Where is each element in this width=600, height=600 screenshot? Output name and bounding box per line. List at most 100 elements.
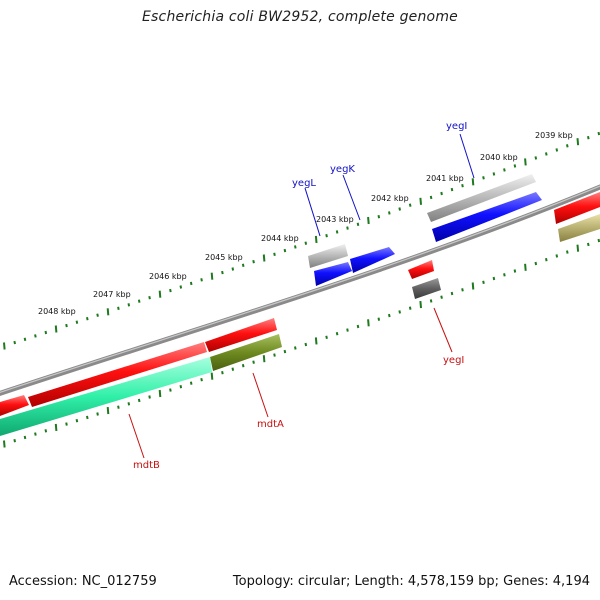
minor-tick: [252, 260, 255, 264]
feature-mdtB-red: [28, 342, 207, 407]
minor-tick: [294, 346, 297, 350]
minor-tick: [241, 364, 245, 368]
minor-tick: [96, 313, 99, 317]
minor-tick: [335, 332, 339, 336]
scale-label-2044: 2044 kbp: [261, 234, 299, 243]
minor-tick: [566, 250, 569, 254]
minor-tick: [534, 261, 538, 266]
minor-tick: [450, 291, 454, 296]
minor-tick: [377, 317, 381, 321]
minor-tick: [587, 136, 590, 140]
major-tick: [367, 319, 370, 327]
minor-tick: [398, 207, 401, 211]
minor-tick: [346, 226, 349, 230]
minor-tick: [75, 419, 79, 423]
major-tick: [210, 372, 214, 380]
minor-tick: [440, 191, 443, 196]
minor-tick: [325, 234, 328, 238]
minor-tick: [377, 215, 381, 219]
minor-tick: [169, 388, 172, 392]
scale-label-2045: 2045 kbp: [205, 253, 243, 262]
minor-tick: [440, 295, 443, 299]
minor-tick: [13, 439, 16, 443]
callout-yegI-bottom: [433, 307, 453, 353]
minor-tick: [179, 385, 183, 389]
feature-right-khaki: [558, 214, 600, 242]
major-tick: [158, 389, 162, 398]
major-tick: [471, 178, 475, 186]
genome-backbone: [0, 184, 600, 396]
major-tick: [3, 342, 6, 350]
minor-tick: [148, 395, 151, 399]
major-tick: [576, 244, 580, 252]
major-tick: [262, 355, 266, 363]
callout-mdtB: [128, 413, 145, 459]
gene-label-mdtA: mdtA: [257, 419, 284, 430]
accession-label: Accession: NC_012759: [9, 574, 157, 589]
minor-tick: [189, 281, 193, 286]
minor-tick: [346, 328, 349, 332]
minor-tick: [461, 184, 464, 188]
minor-tick: [127, 402, 131, 406]
major-tick: [210, 272, 214, 280]
feature-yegL-blue: [314, 262, 352, 286]
minor-tick: [252, 360, 255, 364]
minor-tick: [555, 148, 559, 152]
minor-tick: [117, 405, 120, 409]
minor-tick: [294, 245, 297, 249]
callout-yegI-top: [459, 133, 475, 179]
minor-tick: [597, 238, 600, 243]
minor-tick: [461, 288, 464, 292]
minor-tick: [200, 278, 203, 282]
feature-yegL-grey: [308, 244, 348, 268]
minor-tick: [503, 273, 506, 277]
minor-tick: [283, 248, 287, 253]
minor-tick: [273, 252, 276, 256]
major-tick: [576, 138, 580, 146]
minor-tick: [503, 168, 506, 172]
minor-tick: [545, 258, 548, 262]
callout-yegK: [342, 174, 361, 221]
major-tick: [54, 325, 58, 333]
minor-tick: [86, 415, 89, 420]
minor-tick: [117, 306, 120, 310]
genome-summary: Topology: circular; Length: 4,578,159 bp…: [232, 574, 590, 589]
minor-tick: [304, 241, 308, 245]
minor-tick: [169, 288, 172, 293]
minor-tick: [429, 195, 433, 200]
minor-tick: [34, 334, 37, 338]
major-tick: [524, 263, 527, 271]
minor-tick: [492, 172, 496, 176]
minor-tick: [221, 371, 224, 375]
genome-title: Escherichia coli BW2952, complete genome: [142, 9, 458, 25]
gene-label-yegK: yegK: [330, 164, 355, 175]
inner-tick-track: [3, 238, 600, 448]
genome-backbone-highlight: [0, 185, 600, 393]
major-tick: [471, 282, 475, 290]
minor-tick: [482, 176, 485, 180]
minor-tick: [335, 230, 339, 234]
minor-tick: [13, 340, 16, 345]
scale-label-2043: 2043 kbp: [316, 215, 354, 224]
minor-tick: [96, 412, 99, 416]
minor-tick: [587, 242, 590, 247]
minor-tick: [34, 432, 37, 436]
minor-tick: [325, 335, 328, 339]
minor-tick: [221, 270, 224, 275]
feature-mdtA-olive: [210, 334, 282, 371]
minor-tick: [231, 367, 235, 371]
minor-tick: [429, 299, 433, 303]
major-tick: [524, 158, 527, 166]
reverse-features: [0, 260, 441, 436]
minor-tick: [65, 323, 68, 328]
gene-label-mdtB: mdtB: [133, 460, 160, 471]
scale-label-2040: 2040 kbp: [480, 153, 518, 162]
major-tick: [367, 216, 370, 225]
scale-label-2046: 2046 kbp: [149, 272, 187, 281]
minor-tick: [44, 429, 48, 433]
major-tick: [158, 290, 162, 298]
major-tick: [419, 301, 422, 309]
minor-tick: [545, 152, 548, 156]
feature-yegK-blue: [350, 247, 395, 273]
